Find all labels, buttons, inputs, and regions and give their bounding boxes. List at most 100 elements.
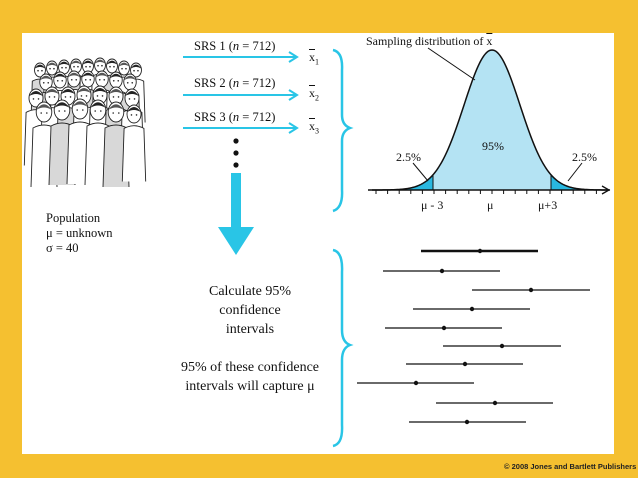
continuation-dot [233, 150, 239, 156]
person-eye [103, 79, 106, 81]
person-eye [41, 69, 43, 72]
person-hair [126, 107, 142, 113]
person-eye [130, 114, 133, 116]
copyright-notice: © 2008 Jones and Bartlett Publishers [504, 462, 637, 471]
person-eye [75, 79, 78, 81]
person-eye [47, 82, 50, 84]
person-eye [109, 65, 111, 68]
person-eye [77, 65, 79, 68]
person-eye [89, 79, 92, 81]
person-eye [42, 82, 45, 84]
confidence-interval-center [441, 325, 447, 331]
person-eye [70, 79, 73, 81]
confidence-interval-center [477, 248, 483, 254]
person-eye [133, 69, 135, 72]
person-eye [101, 64, 103, 67]
confidence-interval-center [528, 287, 534, 293]
axis-label-right: μ+3 [538, 198, 558, 212]
person-hair [95, 72, 109, 78]
person-hair [108, 89, 124, 95]
population-info: Population μ = unknown σ = 40 [46, 211, 113, 256]
person-eye [76, 109, 78, 111]
person-hair [130, 64, 142, 69]
sample-mean-2: x2 [309, 86, 319, 103]
person-eye [94, 110, 96, 112]
person-eye [69, 96, 72, 98]
person-eye [89, 65, 91, 68]
person-eye [49, 67, 51, 70]
confidence-interval-center [492, 400, 498, 406]
person-hair [36, 104, 52, 110]
bottom-brace [332, 248, 354, 448]
person-eye [98, 79, 101, 81]
person-hair [76, 88, 92, 94]
person-eye [135, 114, 138, 116]
person-hair [34, 64, 46, 69]
person-eye [61, 66, 63, 69]
person-hair [81, 72, 95, 78]
center-percentage: 95% [482, 139, 504, 153]
person-eye [73, 65, 75, 68]
person-eye [101, 95, 104, 97]
person-eye [40, 112, 42, 114]
top-brace [332, 48, 354, 213]
person-hair [106, 60, 118, 65]
right-tail-pointer [567, 162, 583, 182]
confidence-interval-center [462, 361, 468, 367]
population-crowd-illustration [23, 57, 147, 188]
person-eye [58, 110, 60, 112]
confidence-interval-center [413, 380, 419, 386]
central-95-region [433, 50, 551, 190]
confidence-intervals [357, 248, 590, 425]
person-eye [61, 80, 64, 82]
population-sigma: σ = 40 [46, 241, 79, 255]
sample-label-3: SRS 3 (n = 712) [194, 110, 276, 124]
person-hair [109, 73, 123, 79]
person-eye [65, 66, 67, 69]
person-eye [56, 80, 59, 82]
sampling-distribution-curve [368, 47, 611, 195]
person-eye [64, 96, 67, 98]
person-hair [92, 88, 108, 94]
person-eye [128, 98, 131, 100]
person-eye [82, 109, 84, 111]
person-eye [46, 112, 48, 114]
person-hair [44, 89, 60, 95]
sample-arrow-head [288, 89, 299, 101]
person-hair [54, 102, 70, 108]
person-eye [125, 67, 127, 70]
person-eye [118, 112, 120, 114]
person-hair [118, 62, 130, 67]
person-eye [53, 96, 56, 98]
person-hair [67, 72, 81, 78]
person-eye [131, 82, 134, 84]
left-tail-percentage: 2.5% [396, 150, 421, 164]
person-hair [94, 59, 106, 64]
axis-label-center: μ [487, 198, 494, 212]
person-hair [39, 75, 53, 81]
person-eye [100, 110, 102, 112]
person-eye [37, 98, 40, 100]
right-tail-percentage: 2.5% [572, 150, 597, 164]
person-eye [80, 95, 83, 97]
person-hair [124, 91, 140, 97]
person-eye [112, 112, 114, 114]
title-pointer-line [427, 47, 476, 81]
person-eye [97, 64, 99, 67]
person-hair [60, 89, 76, 95]
person-eye [121, 67, 123, 70]
person-eye [133, 98, 136, 100]
capture-text: 95% of these confidence intervals will c… [181, 360, 319, 394]
confidence-interval-center [469, 306, 475, 312]
person-hair [90, 102, 106, 108]
continuation-dot [233, 162, 239, 168]
person-body [121, 125, 147, 182]
person-eye [117, 80, 120, 82]
person-hair [53, 73, 67, 79]
person-eye [64, 110, 66, 112]
person-eye [137, 69, 139, 72]
person-eye [32, 98, 35, 100]
person-eye [112, 80, 115, 82]
person-figure [121, 104, 147, 182]
